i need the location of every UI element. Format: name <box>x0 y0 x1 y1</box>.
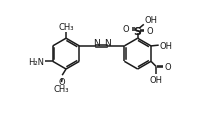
Text: OH: OH <box>150 75 163 84</box>
Text: O: O <box>146 27 153 36</box>
Text: N: N <box>93 39 100 48</box>
Text: H₂N: H₂N <box>28 57 44 66</box>
Text: O: O <box>59 78 65 87</box>
Text: O: O <box>123 25 129 34</box>
Text: CH₃: CH₃ <box>54 84 69 93</box>
Text: O: O <box>164 62 171 71</box>
Text: OH: OH <box>145 15 157 24</box>
Text: CH₃: CH₃ <box>58 22 74 31</box>
Text: OH: OH <box>160 41 172 50</box>
Text: S: S <box>134 26 142 36</box>
Text: N: N <box>104 39 111 48</box>
